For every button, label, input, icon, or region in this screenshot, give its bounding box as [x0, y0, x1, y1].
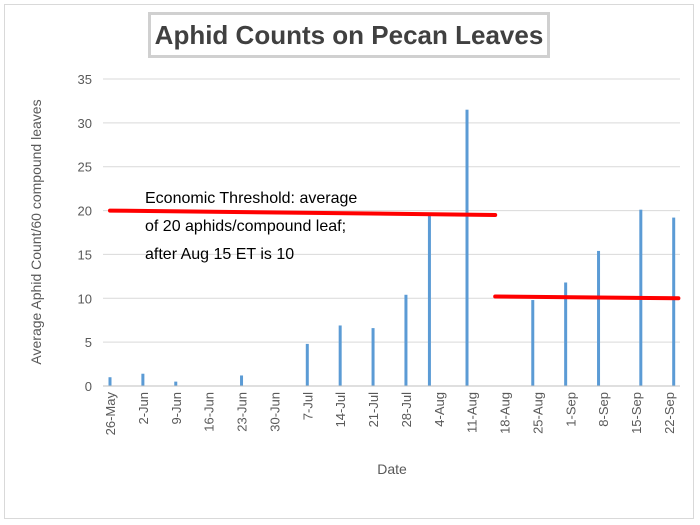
bar [465, 109, 469, 386]
bar [305, 343, 309, 386]
chart-frame [4, 4, 694, 519]
threshold-lines [108, 208, 681, 301]
x-tick-label: 14-Jul [333, 392, 348, 428]
y-tick-label: 5 [85, 335, 92, 350]
y-tick-label: 25 [78, 160, 92, 175]
x-axis-title: Date [377, 461, 407, 477]
bar [597, 250, 601, 386]
bar [240, 375, 244, 386]
x-tick-label: 16-Jun [202, 392, 217, 432]
annotation-line-1: Economic Threshold: average [145, 190, 357, 207]
bars [108, 109, 676, 386]
threshold-line [493, 294, 681, 301]
x-tick-label: 1-Sep [563, 392, 578, 427]
bar [564, 282, 568, 386]
x-tick-label: 30-Jun [267, 392, 282, 432]
x-tick-label: 2-Jun [136, 392, 151, 425]
x-tick-label: 22-Sep [662, 392, 677, 434]
y-tick-label: 35 [78, 72, 92, 87]
x-tick-label: 23-Jun [235, 392, 250, 432]
x-tick-label: 21-Jul [366, 392, 381, 428]
bar [174, 381, 178, 386]
y-axis-title: Average Aphid Count/60 compound leaves [28, 99, 44, 364]
x-tick-label: 26-May [103, 392, 118, 436]
x-tick-label: 28-Jul [399, 392, 414, 428]
threshold-line [108, 208, 498, 217]
bar [427, 214, 431, 386]
bar [141, 373, 145, 386]
y-tick-label: 30 [78, 116, 92, 131]
x-axis-ticks: 26-May 2-Jun 9-Jun 16-Jun 23-Jun 30-Jun 7-Jul 1… [103, 392, 677, 436]
x-tick-label: 18-Aug [498, 392, 513, 434]
x-tick-label: 11-Aug [465, 392, 480, 433]
annotation-line-2: of 20 aphids/compound leaf; [145, 218, 346, 235]
x-tick-label: 15-Sep [629, 392, 644, 434]
x-tick-label: 8-Sep [596, 392, 611, 427]
bar [371, 328, 375, 386]
bar [338, 325, 342, 386]
y-tick-label: 20 [78, 204, 92, 219]
y-axis-ticks: 0 5 10 15 20 25 30 35 [78, 72, 92, 394]
x-tick-label: 7-Jul [300, 392, 315, 420]
bar [531, 300, 535, 386]
x-tick-label: 25-Aug [530, 392, 545, 434]
annotation-line-3: after Aug 15 ET is 10 [145, 246, 294, 263]
y-tick-label: 10 [78, 291, 92, 306]
bar [672, 217, 676, 386]
bar [108, 377, 112, 386]
x-tick-label: 9-Jun [169, 392, 184, 425]
y-tick-label: 0 [85, 379, 92, 394]
chart-title: Aphid Counts on Pecan Leaves [148, 12, 550, 58]
x-tick-label: 4-Aug [432, 392, 447, 427]
y-tick-label: 15 [78, 247, 92, 262]
bar [404, 294, 408, 386]
